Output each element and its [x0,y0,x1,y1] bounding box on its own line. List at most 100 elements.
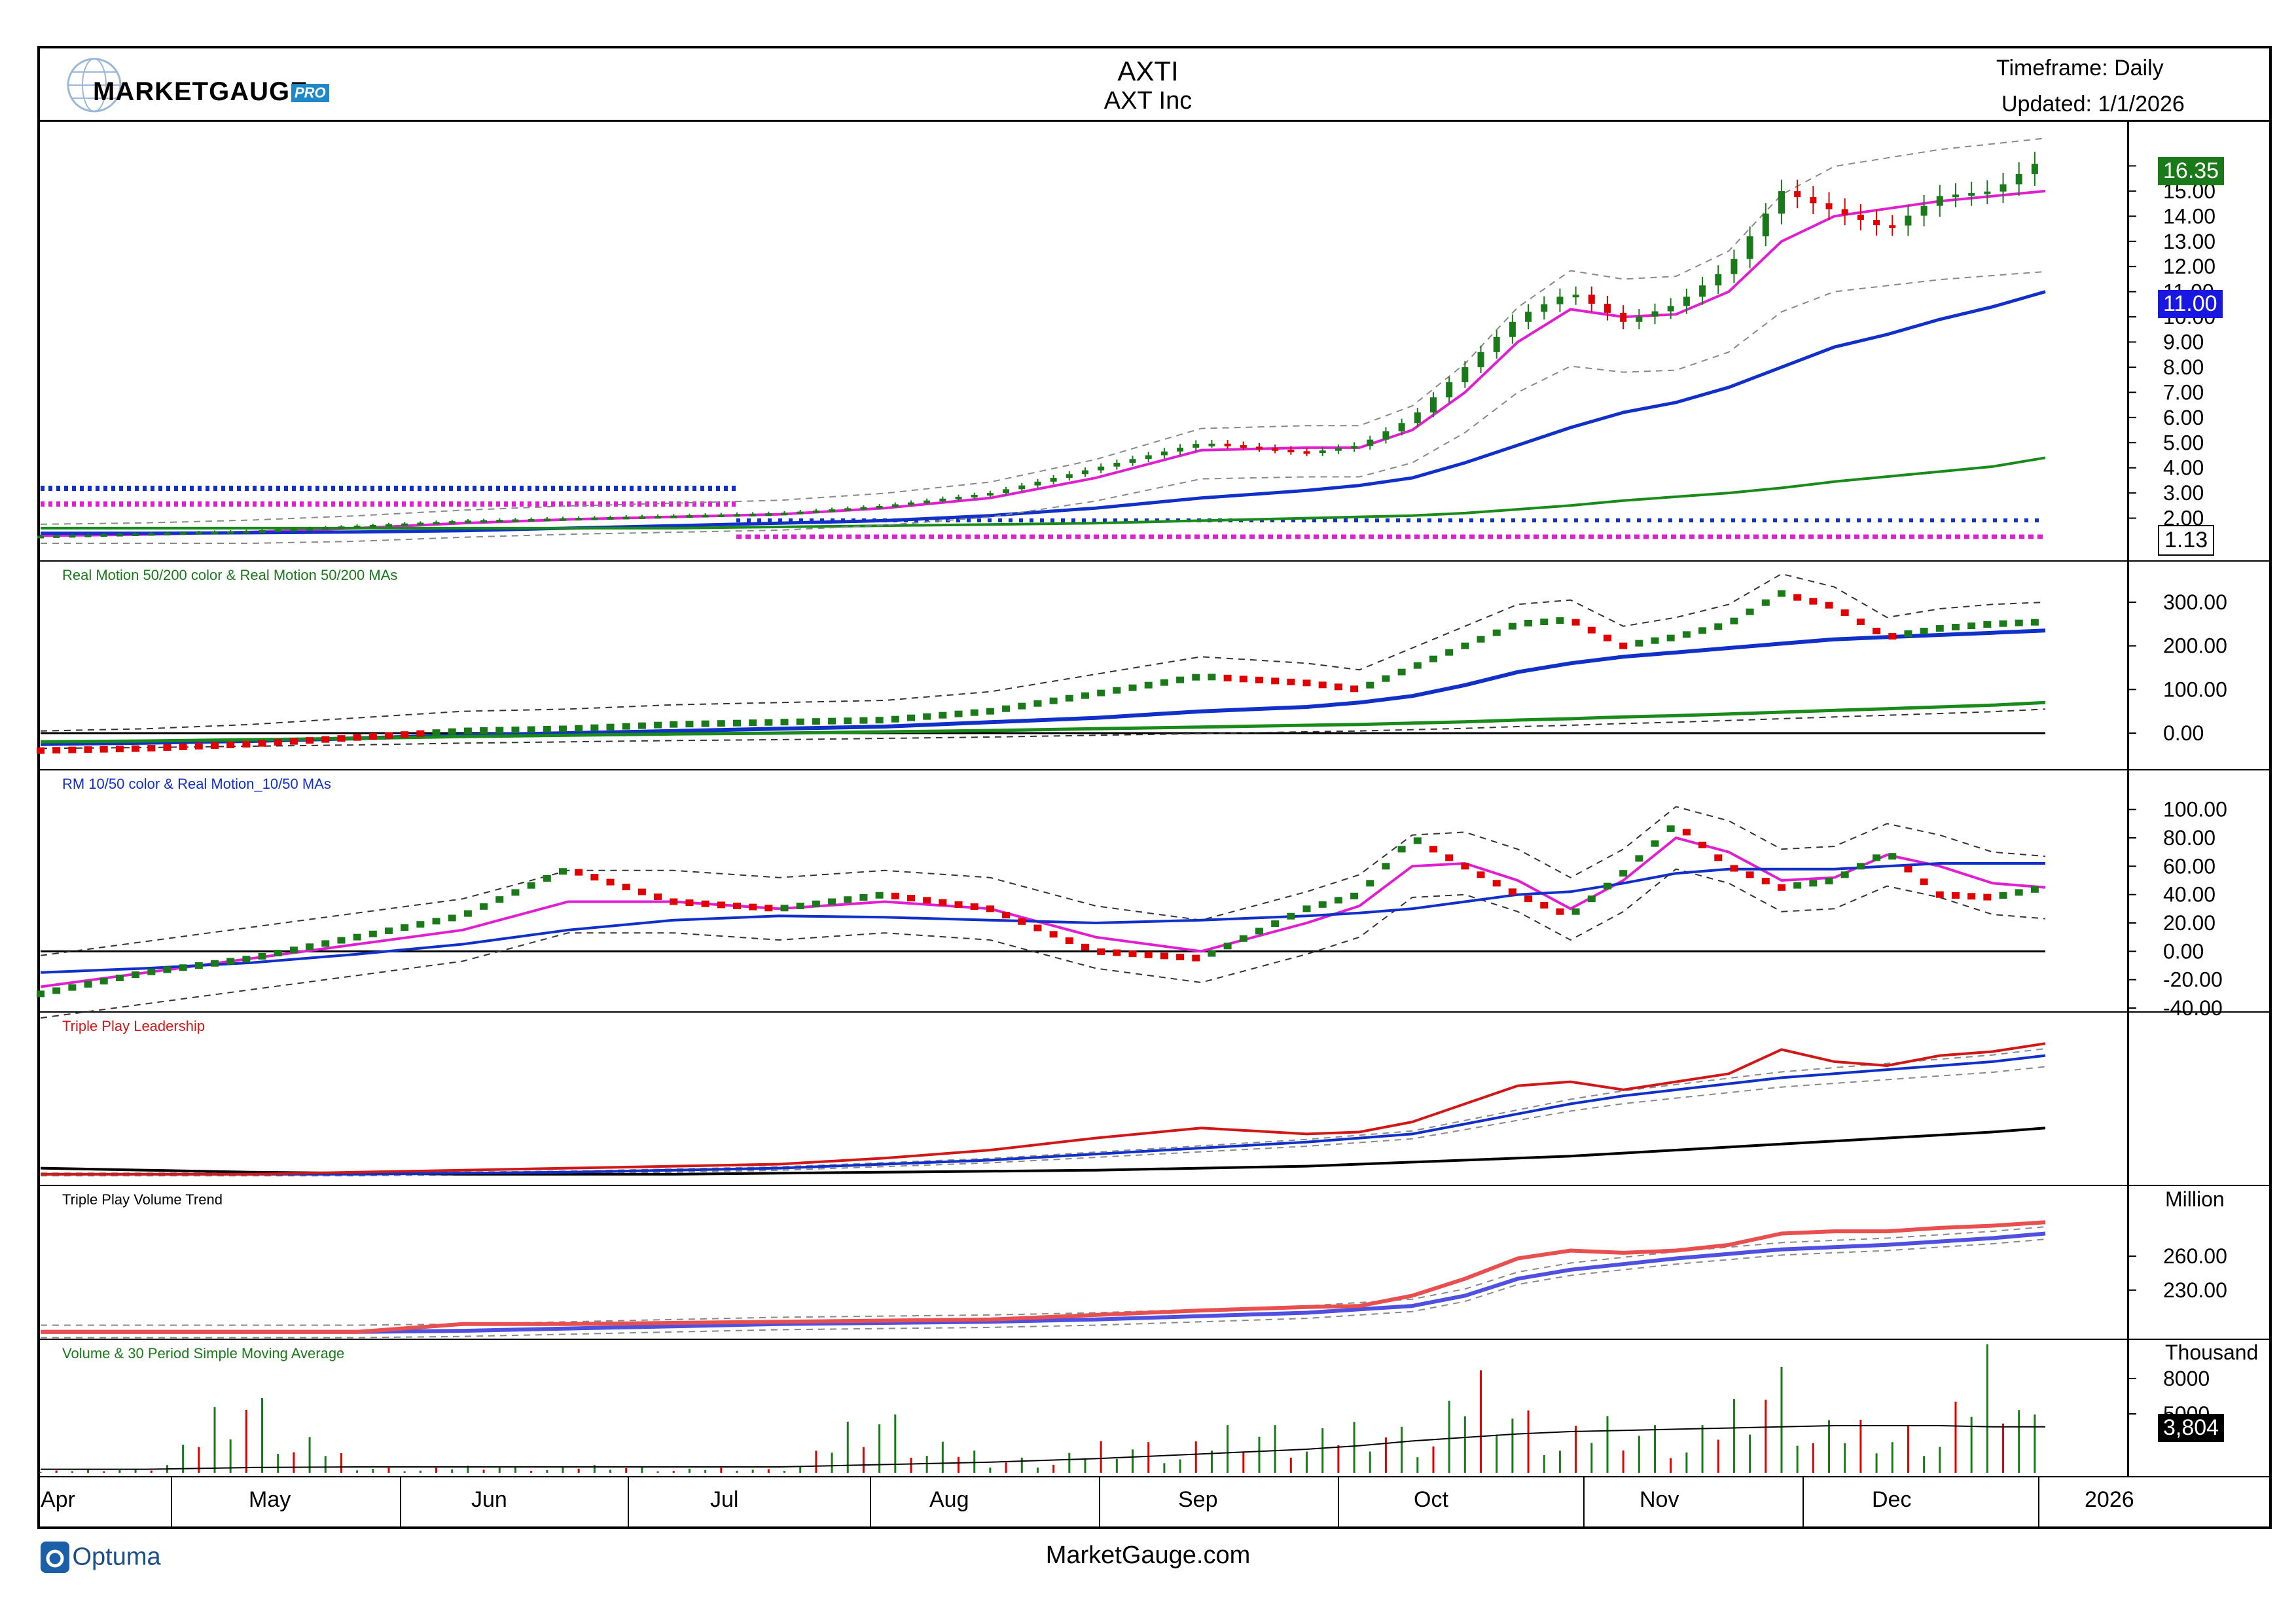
candle-body [1841,209,1848,215]
price-tick: 7.00 [2163,380,2204,404]
rm1050-mark [401,924,409,931]
header-divider [37,120,2272,122]
candle-body [1825,203,1833,209]
rm1050-lower-band [40,868,2046,1019]
rm50200-mark [321,736,330,743]
candle-body [622,516,630,520]
candle-body [69,535,76,538]
candle-body [1651,311,1659,317]
candle-body [1129,459,1136,463]
rm1050-mark [654,893,662,901]
unit-thousand: Thousand [2165,1341,2259,1364]
candle-body [1936,196,1943,206]
rm1050-mark [1556,908,1564,915]
candle-body [227,531,234,534]
rm1050-mark [1334,897,1342,904]
rm50200-mark [1571,619,1580,626]
candle-body [1446,382,1453,398]
rm50200-mark [1097,689,1105,696]
rm1050-mark [780,905,789,912]
rm50200-mark [1777,590,1785,597]
rm50200-mark [1809,598,1818,605]
month-label: 2026 [2085,1487,2134,1512]
candle-body [844,508,852,511]
rm50200-mark [923,713,931,720]
tp-volume-lower-band [41,1238,2046,1339]
candle-body [496,520,503,523]
rm1050-mark [1761,878,1770,885]
month-label: Jul [710,1487,739,1512]
rm50200-mark [1825,602,1833,609]
rm1050-mark [1144,951,1153,958]
time-axis-divider [37,1476,2272,1477]
candle-body [1240,445,1247,448]
rm1050-mark [859,894,868,901]
candle-body [132,533,139,537]
rm50200-mark [1223,674,1232,681]
rm1050-mark [986,905,994,912]
rm50200-mark [670,721,678,728]
rm50200-mark [780,719,789,726]
rm50200-mark [1334,683,1342,691]
rm1050-mark [1160,952,1168,960]
candle-body [274,529,281,532]
rm1050-mark [732,903,741,909]
tp-leadership-long-ma [40,1127,2046,1176]
rm1050-mark [52,987,61,994]
candle-body [401,523,408,526]
rm50200-mark [1271,677,1280,685]
rm50200-ma50-line [40,628,2046,746]
candle-body [353,526,361,529]
rm1050-mark [1920,878,1928,886]
candle-body [860,507,867,510]
price-tick: 5.00 [2163,431,2204,454]
rm50200-mark [401,731,409,738]
rm50200-mark [1508,623,1516,630]
rm50200-mark [590,724,599,731]
candle-body [100,534,107,537]
rm1050-mark [1097,948,1105,955]
candle-body [417,522,424,526]
rm50200-mark [448,728,456,735]
rm50200-mark [1935,625,1944,632]
rm1050-mark [1698,841,1707,848]
rm1050-mark [384,927,393,934]
candle-body [1556,297,1564,304]
candle-body [37,535,44,539]
rm1050-mark [606,878,615,886]
rm50200-mark [891,715,899,723]
rm1050-mark [844,896,852,903]
rm1050-mark [242,956,251,963]
candle-body [1477,352,1484,367]
rm1050-mark [1825,878,1833,885]
optuma-label: Optuma [72,1543,161,1571]
rm1050-mark [1540,901,1549,909]
rm1050-mark [1983,893,1992,901]
rm1050-mark [289,947,298,954]
candle-body [1303,451,1310,454]
rm50200-mark [764,719,773,726]
rm1050-mark [543,875,551,882]
rm50200-mark [1350,685,1359,693]
rm1050-mark [1382,863,1390,870]
candle-body [1620,312,1627,322]
candle-body [1319,450,1326,454]
rm1050-mark [796,903,804,909]
globe-icon [67,58,122,113]
rm1050-mark [511,889,520,896]
rm1050-mark [701,900,709,907]
volume-last-badge: 3,804 [2158,1414,2225,1442]
rm50200-mark [1302,679,1311,687]
rm50200-mark [1492,629,1501,636]
rm50200-mark [1635,640,1643,647]
candle-body [717,514,725,517]
rm50200-mark [432,729,440,736]
candle-body [876,505,883,509]
rm1050-mark [37,990,45,998]
rm50200-mark [1255,676,1263,683]
candle-body [733,514,740,517]
month-label: Nov [1640,1487,1679,1512]
rm1050-mark [1445,854,1454,861]
rm50200-mark [463,727,472,734]
candle-body [638,516,645,519]
